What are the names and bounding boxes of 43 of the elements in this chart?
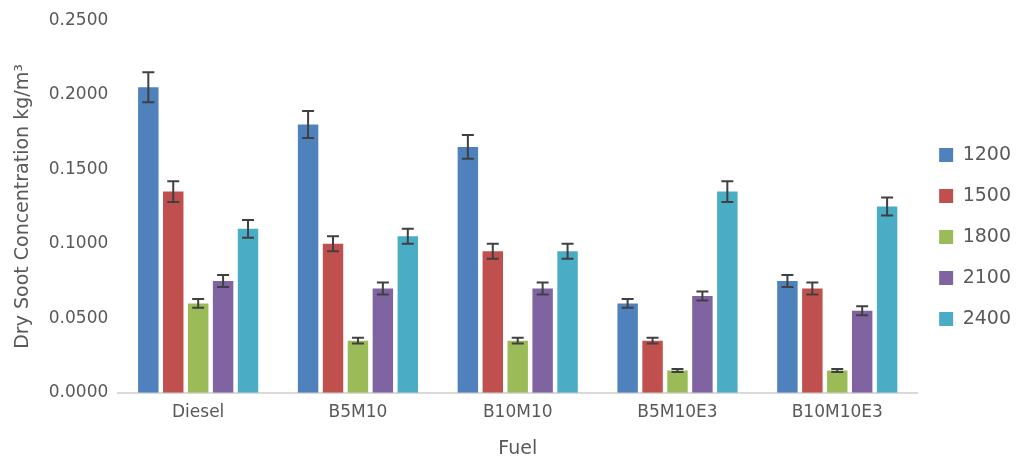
y-tick-label: 0.0500 — [48, 306, 109, 327]
bar — [851, 310, 873, 393]
y-tick-label: 0.1500 — [48, 157, 109, 178]
bar — [876, 206, 898, 393]
x-tick-label: B10M10E3 — [791, 401, 883, 422]
x-axis-title: Fuel — [498, 435, 538, 458]
bar — [237, 228, 259, 393]
bar — [777, 281, 798, 393]
legend-label: 1200 — [962, 141, 1012, 164]
bar — [692, 295, 713, 393]
bar — [138, 87, 159, 393]
bar — [717, 191, 738, 393]
bar — [827, 370, 848, 393]
bar — [297, 124, 319, 393]
x-tick-label: B10M10 — [482, 401, 553, 422]
bar — [642, 340, 663, 393]
bar — [457, 146, 479, 393]
legend-label: 2400 — [962, 305, 1012, 328]
y-tick-label: 0.1000 — [48, 232, 109, 253]
bar — [397, 236, 419, 393]
x-tick-label: B5M10 — [328, 401, 388, 422]
y-axis-title: Dry Soot Concentration kg/m³ — [10, 64, 33, 349]
bar — [507, 340, 528, 393]
legend-label: 1800 — [962, 223, 1012, 246]
y-tick-label: 0.0000 — [48, 381, 109, 402]
y-tick-label: 0.2500 — [48, 8, 109, 29]
bar — [802, 288, 823, 393]
bar — [347, 340, 369, 393]
bar — [532, 288, 553, 393]
bar — [212, 281, 234, 393]
bar — [557, 251, 578, 393]
y-tick-label: 0.2000 — [48, 83, 109, 104]
bar — [187, 303, 209, 393]
bar — [163, 191, 184, 393]
bar — [482, 251, 504, 393]
x-tick-label: Diesel — [172, 401, 225, 422]
bar — [322, 243, 344, 393]
bar — [667, 370, 688, 393]
legend-label: 2100 — [962, 264, 1012, 287]
bar — [372, 288, 394, 393]
bar — [617, 303, 638, 393]
legend-label: 1500 — [962, 182, 1012, 205]
x-tick-label: B5M10E3 — [637, 401, 718, 422]
